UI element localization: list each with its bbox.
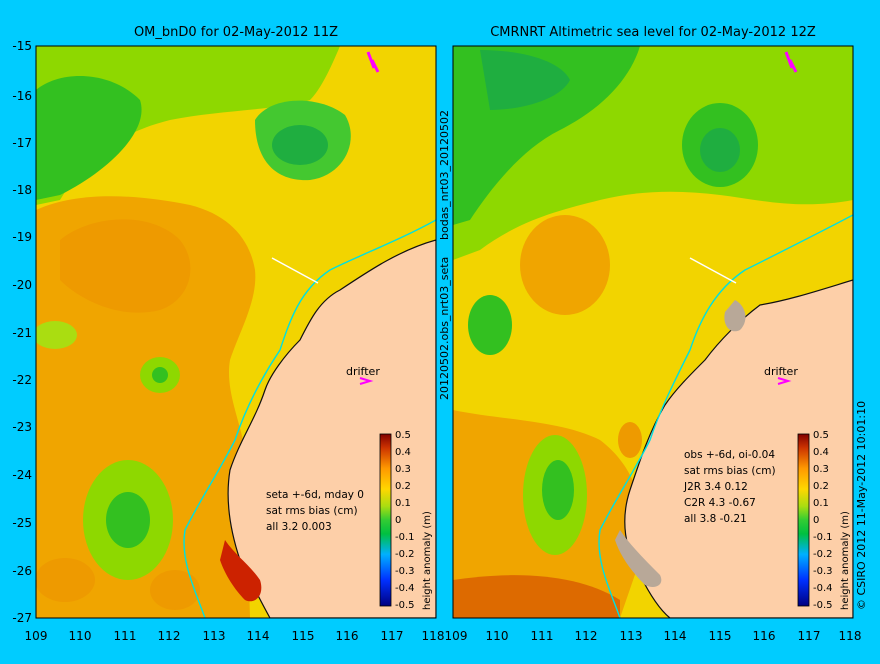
svg-text:111: 111	[114, 629, 137, 643]
svg-text:-18: -18	[12, 183, 32, 197]
middle-bottom-label: 20120502.obs_nrt03_seta	[438, 257, 451, 400]
right-drifter-track	[598, 214, 853, 618]
right-x-axis-ticks: 109 110 111 112 113 114 115 116 117 118	[445, 629, 862, 643]
left-colorbar: 0.5 0.4 0.3 0.2 0.1 0 -0.1 -0.2 -0.3 -0.…	[379, 430, 433, 611]
left-map-panel	[36, 46, 436, 618]
left-colorbar-ticks: 0.5 0.4 0.3 0.2 0.1 0 -0.1 -0.2 -0.3 -0.…	[395, 430, 415, 611]
svg-text:all 3.2 0.003: all 3.2 0.003	[266, 521, 332, 533]
svg-text:116: 116	[336, 629, 359, 643]
y-axis-ticks: -15 -16 -17 -18 -19 -20 -21 -22 -23 -24 …	[12, 39, 32, 625]
svg-text:0.2: 0.2	[813, 481, 829, 492]
svg-text:0.1: 0.1	[395, 498, 411, 509]
svg-text:0: 0	[813, 515, 819, 526]
right-orange-blob	[520, 215, 610, 315]
left-drifter-track	[183, 219, 436, 618]
svg-text:111: 111	[531, 629, 554, 643]
svg-text:-15: -15	[12, 39, 32, 53]
svg-text:0.5: 0.5	[813, 430, 829, 441]
svg-text:-0.1: -0.1	[395, 532, 415, 543]
svg-text:-16: -16	[12, 89, 32, 103]
svg-text:0.1: 0.1	[813, 498, 829, 509]
svg-text:0.4: 0.4	[395, 447, 411, 458]
middle-top-label: bodas_nrt03_20120502	[438, 110, 451, 240]
svg-text:110: 110	[486, 629, 509, 643]
svg-text:110: 110	[69, 629, 92, 643]
svg-text:-0.4: -0.4	[395, 583, 415, 594]
left-drifter-label: drifter	[346, 365, 380, 378]
svg-text:0.4: 0.4	[813, 447, 829, 458]
svg-text:0: 0	[395, 515, 401, 526]
left-x-axis-ticks: 109 110 111 112 113 114 115 116 117 118	[25, 629, 445, 643]
right-stats: obs +-6d, oi-0.04 sat rms bias (cm) J2R …	[683, 449, 776, 525]
svg-text:118: 118	[422, 629, 445, 643]
right-colorbar: 0.5 0.4 0.3 0.2 0.1 0 -0.1 -0.2 -0.3 -0.…	[797, 430, 851, 611]
right-colorbar-label: height anomaly (m)	[840, 511, 851, 610]
svg-text:0.2: 0.2	[395, 481, 411, 492]
svg-text:sat rms bias (cm): sat rms bias (cm)	[266, 505, 358, 517]
svg-text:115: 115	[292, 629, 315, 643]
svg-text:117: 117	[798, 629, 821, 643]
svg-text:115: 115	[709, 629, 732, 643]
svg-text:-20: -20	[12, 278, 32, 292]
copyright-label: © CSIRO 2012 11-May-2012 10:01:10	[855, 401, 868, 610]
svg-text:obs +-6d, oi-0.04: obs +-6d, oi-0.04	[684, 449, 775, 461]
svg-text:-0.3: -0.3	[813, 566, 833, 577]
svg-text:sat rms bias (cm): sat rms bias (cm)	[684, 465, 776, 477]
left-drifter-marker	[366, 51, 380, 73]
left-green-dark	[36, 76, 142, 200]
svg-text:-0.1: -0.1	[813, 532, 833, 543]
left-orange-lobe	[60, 219, 191, 313]
svg-text:-0.3: -0.3	[395, 566, 415, 577]
right-drifter-label: drifter	[764, 365, 798, 378]
left-stats: seta +-6d, mday 0 sat rms bias (cm) all …	[266, 489, 364, 533]
svg-text:-25: -25	[12, 516, 32, 530]
svg-text:113: 113	[620, 629, 643, 643]
svg-text:-0.2: -0.2	[813, 549, 833, 560]
svg-text:0.3: 0.3	[395, 464, 411, 475]
left-coast-hotspot	[220, 540, 262, 602]
svg-text:-26: -26	[12, 564, 32, 578]
svg-text:-0.5: -0.5	[813, 600, 833, 611]
svg-text:-21: -21	[12, 326, 32, 340]
svg-text:-0.4: -0.4	[813, 583, 833, 594]
left-green-eddy	[272, 125, 328, 165]
svg-text:-19: -19	[12, 230, 32, 244]
svg-text:114: 114	[664, 629, 687, 643]
svg-text:-22: -22	[12, 373, 32, 387]
left-colorbar-label: height anomaly (m)	[422, 511, 433, 610]
svg-text:C2R 4.3 -0.67: C2R 4.3 -0.67	[684, 497, 756, 509]
svg-text:109: 109	[25, 629, 48, 643]
svg-text:112: 112	[158, 629, 181, 643]
svg-text:114: 114	[247, 629, 270, 643]
svg-text:-0.2: -0.2	[395, 549, 415, 560]
svg-text:116: 116	[753, 629, 776, 643]
svg-text:-23: -23	[12, 420, 32, 434]
svg-text:-0.5: -0.5	[395, 600, 415, 611]
svg-text:112: 112	[575, 629, 598, 643]
svg-text:0.3: 0.3	[813, 464, 829, 475]
svg-text:113: 113	[203, 629, 226, 643]
right-panel-title: CMRNRT Altimetric sea level for 02-May-2…	[490, 25, 816, 40]
svg-text:-27: -27	[12, 611, 32, 625]
right-colorbar-ticks: 0.5 0.4 0.3 0.2 0.1 0 -0.1 -0.2 -0.3 -0.…	[813, 430, 833, 611]
svg-text:118: 118	[839, 629, 862, 643]
svg-text:0.5: 0.5	[395, 430, 411, 441]
right-drifter-marker	[784, 51, 798, 73]
right-map-panel	[453, 46, 853, 618]
svg-text:seta +-6d, mday 0: seta +-6d, mday 0	[266, 489, 364, 501]
svg-text:109: 109	[445, 629, 468, 643]
svg-text:-24: -24	[12, 468, 32, 482]
svg-text:J2R 3.4 0.12: J2R 3.4 0.12	[683, 481, 748, 493]
left-panel-title: OM_bnD0 for 02-May-2012 11Z	[134, 25, 338, 40]
svg-text:117: 117	[381, 629, 404, 643]
svg-text:-17: -17	[12, 136, 32, 150]
svg-text:all 3.8 -0.21: all 3.8 -0.21	[684, 513, 747, 525]
